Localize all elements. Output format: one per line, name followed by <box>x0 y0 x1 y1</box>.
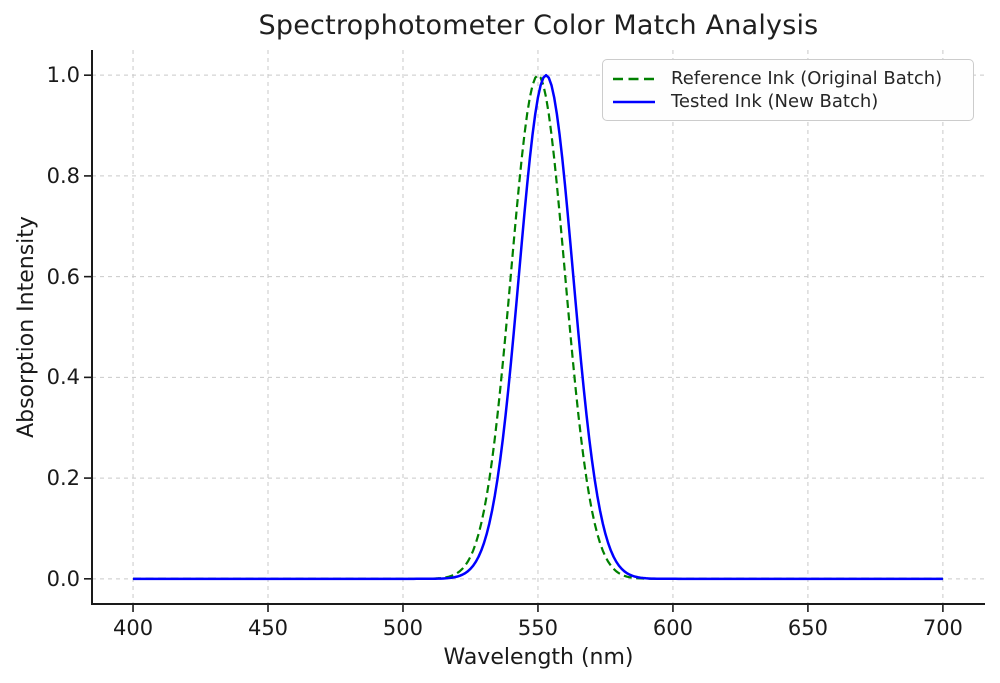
legend-label-reference-ink: Reference Ink (Original Batch) <box>671 68 943 89</box>
legend: Reference Ink (Original Batch) Tested In… <box>602 59 974 121</box>
reference-ink-line-sample-icon <box>613 77 655 80</box>
x-tick-label: 400 <box>112 616 154 640</box>
legend-item-reference-ink: Reference Ink (Original Batch) <box>611 67 963 90</box>
y-tick-label: 0.0 <box>46 566 80 591</box>
y-axis-label: Absorption Intensity <box>14 216 39 438</box>
x-tick-label: 650 <box>787 616 828 640</box>
y-tick-label: 0.6 <box>46 264 80 289</box>
tested-ink-line-sample-icon <box>613 100 655 103</box>
y-tick-label: 0.8 <box>46 163 80 188</box>
y-tick-label: 0.2 <box>46 466 80 491</box>
x-tick-label: 550 <box>517 616 558 640</box>
y-tick-label: 0.4 <box>46 365 80 390</box>
legend-label-tested-ink: Tested Ink (New Batch) <box>671 91 879 112</box>
x-tick-label: 450 <box>247 616 289 640</box>
chart-title: Spectrophotometer Color Match Analysis <box>258 10 819 41</box>
y-tick-label: 1.0 <box>46 63 80 88</box>
x-axis-label: Wavelength (nm) <box>443 645 634 670</box>
x-tick-label: 500 <box>382 616 424 640</box>
x-tick-label: 700 <box>922 616 963 640</box>
legend-item-tested-ink: Tested Ink (New Batch) <box>611 90 963 113</box>
series-curve-1 <box>133 73 943 581</box>
series-curve-0 <box>133 74 943 580</box>
x-tick-label: 600 <box>652 616 693 640</box>
